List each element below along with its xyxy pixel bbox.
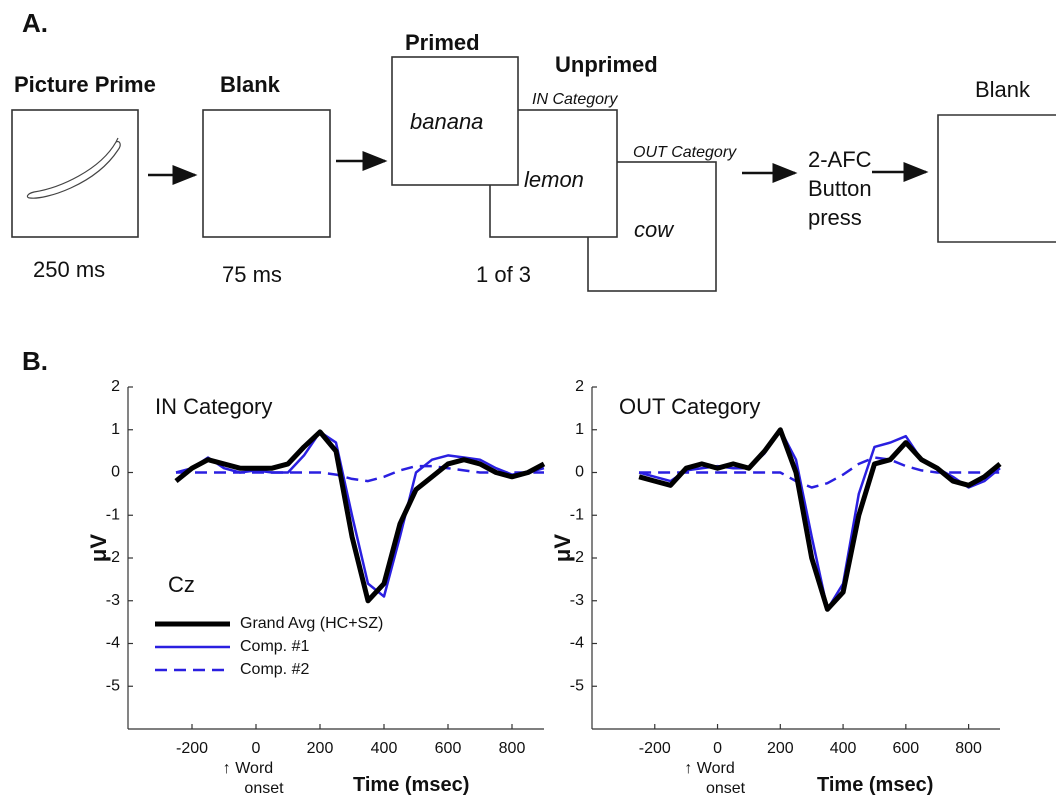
annotation: onset [244, 780, 284, 797]
chart-title: IN Category [155, 394, 272, 419]
response: Button [808, 176, 872, 201]
y-tick-label: -2 [570, 549, 584, 566]
y-tick-label: -3 [106, 592, 120, 609]
y-axis-label: μV [550, 534, 575, 562]
y-tick-label: 1 [575, 421, 584, 438]
chart-title: OUT Category [619, 394, 760, 419]
y-tick-label: -1 [106, 506, 120, 523]
y-tick-label: 2 [575, 378, 584, 395]
step-title: Blank [220, 72, 281, 97]
y-tick-label: -5 [106, 677, 120, 694]
x-tick-label: 200 [307, 740, 334, 757]
duration: 75 ms [222, 262, 282, 287]
step-title: Picture Prime [14, 72, 156, 97]
blank-box [937, 114, 1056, 243]
x-tick-label: 200 [767, 740, 794, 757]
x-tick-label: 600 [435, 740, 462, 757]
count: 1 of 3 [476, 262, 531, 287]
annotation: ↑ Word [684, 760, 734, 777]
word: cow [634, 217, 675, 242]
chart-label: Cz [168, 572, 195, 597]
panel-label: B. [22, 346, 48, 376]
condition-label: IN Category [532, 91, 618, 108]
x-tick-label: 800 [955, 740, 982, 757]
x-tick-label: 600 [892, 740, 919, 757]
response: press [808, 205, 862, 230]
y-tick-label: 0 [575, 464, 584, 481]
y-axis-label: μV [86, 534, 111, 562]
y-tick-label: 1 [111, 421, 120, 438]
series-line [638, 427, 1002, 612]
step-title: Primed [405, 30, 480, 55]
x-axis-label: Time (msec) [353, 774, 469, 796]
y-tick-label: -4 [570, 635, 584, 652]
y-tick-label: -3 [570, 592, 584, 609]
series-line [175, 430, 545, 598]
word: banana [410, 109, 483, 134]
x-tick-label: 0 [252, 740, 261, 757]
y-tick-label: 0 [111, 464, 120, 481]
y-tick-label: -2 [106, 549, 120, 566]
blank-box [202, 109, 331, 238]
x-tick-label: -200 [639, 740, 671, 757]
condition-label: OUT Category [633, 144, 737, 161]
panel-label: A. [22, 8, 48, 38]
word: lemon [524, 167, 584, 192]
legend-label: Grand Avg (HC+SZ) [240, 615, 383, 632]
duration: 250 ms [33, 257, 105, 282]
y-tick-label: -4 [106, 635, 120, 652]
annotation: ↑ Word [223, 760, 273, 777]
series-line [174, 429, 546, 604]
legend-label: Comp. #2 [240, 661, 309, 678]
annotation: onset [706, 780, 746, 797]
step-title: Blank [975, 77, 1031, 102]
primed-box [391, 56, 519, 186]
x-tick-label: 400 [371, 740, 398, 757]
x-tick-label: 0 [713, 740, 722, 757]
step-title: Unprimed [555, 52, 658, 77]
legend-label: Comp. #1 [240, 638, 309, 655]
banana-drawing [26, 137, 121, 199]
x-tick-label: -200 [176, 740, 208, 757]
y-tick-label: 2 [111, 378, 120, 395]
x-tick-label: 400 [830, 740, 857, 757]
response: 2-AFC [808, 147, 872, 172]
x-tick-label: 800 [499, 740, 526, 757]
y-tick-label: -1 [570, 506, 584, 523]
x-axis-label: Time (msec) [817, 774, 933, 796]
y-tick-label: -5 [570, 677, 584, 694]
prime-box [11, 109, 139, 238]
